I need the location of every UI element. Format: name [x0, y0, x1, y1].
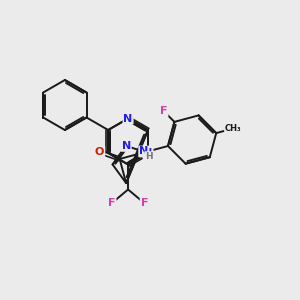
Text: F: F — [160, 106, 168, 116]
Text: CH₃: CH₃ — [225, 124, 242, 133]
Text: O: O — [95, 147, 104, 157]
Text: F: F — [108, 198, 116, 208]
Text: N: N — [139, 146, 148, 157]
Text: F: F — [141, 198, 148, 208]
Text: N: N — [124, 113, 133, 124]
Text: N: N — [122, 141, 131, 151]
Text: H: H — [145, 152, 153, 161]
Text: N: N — [143, 148, 153, 158]
